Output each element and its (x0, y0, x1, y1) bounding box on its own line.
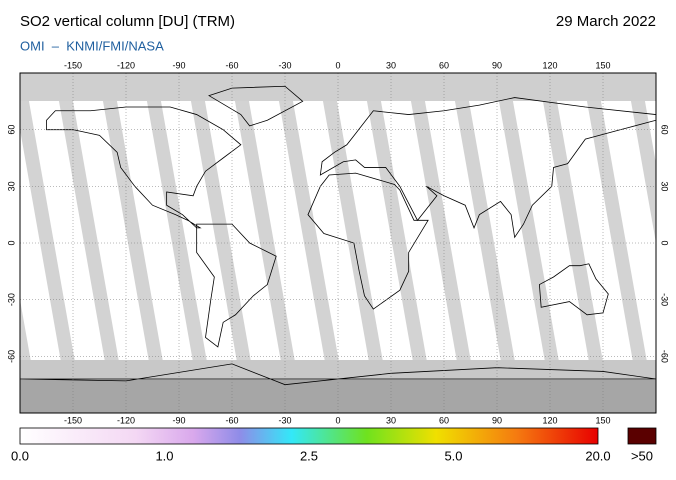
title: SO2 vertical column [DU] (TRM) (20, 13, 235, 30)
coastline (319, 97, 656, 239)
date: 29 March 2022 (556, 13, 656, 30)
lat-tick-label: 0 (660, 240, 670, 245)
lon-tick-label: -150 (64, 60, 82, 70)
lat-tick-label: 30 (660, 181, 670, 191)
lat-tick-label: 0 (6, 240, 16, 245)
antarctica (20, 380, 656, 413)
lat-tick-label: -60 (6, 350, 16, 363)
lon-tick-label: 120 (542, 415, 557, 425)
lon-tick-label: 120 (542, 60, 557, 70)
coastline (208, 85, 304, 127)
lon-tick-label: -150 (64, 415, 82, 425)
orbit-swath (288, 73, 378, 413)
colorbar-label: 2.5 (300, 448, 318, 463)
lat-tick-label: -30 (660, 293, 670, 306)
lon-tick-label: 60 (439, 60, 449, 70)
colorbar-overflow (627, 427, 657, 445)
lat-tick-label: -60 (660, 350, 670, 363)
coastline (196, 223, 277, 348)
lon-tick-label: 150 (595, 60, 610, 70)
lon-tick-label: 60 (439, 415, 449, 425)
lon-tick-label: 150 (595, 415, 610, 425)
lon-tick-label: 90 (492, 60, 502, 70)
map (20, 73, 656, 413)
colorbar-label: 1.0 (155, 448, 173, 463)
orbit-swath (156, 73, 246, 413)
orbit-swath (508, 73, 598, 413)
colorbar-label: 5.0 (444, 448, 462, 463)
colorbar-label: 20.0 (585, 448, 610, 463)
coastline (307, 172, 429, 310)
lon-tick-label: -90 (172, 60, 185, 70)
lon-tick-label: 90 (492, 415, 502, 425)
orbit-swath (420, 73, 510, 413)
lon-tick-label: -60 (225, 60, 238, 70)
lon-tick-label: -120 (117, 415, 135, 425)
colorbar (19, 427, 599, 445)
lon-tick-label: -30 (278, 415, 291, 425)
orbit-swath (244, 73, 334, 413)
lat-tick-label: -30 (6, 293, 16, 306)
arctic-gap (20, 73, 656, 101)
orbit-swath (376, 73, 466, 413)
lon-tick-label: -30 (278, 60, 291, 70)
lon-tick-label: -90 (172, 415, 185, 425)
lon-tick-label: 30 (386, 60, 396, 70)
coastline (538, 263, 609, 316)
orbit-swath (552, 73, 642, 413)
orbit-swath (20, 129, 70, 413)
lon-tick-label: 0 (335, 415, 340, 425)
orbit-swath (112, 73, 202, 413)
lon-tick-label: 0 (335, 60, 340, 70)
lon-tick-label: -60 (225, 415, 238, 425)
colorbar-overflow-label: >50 (631, 448, 653, 463)
source: OMI – KNMI/FMI/NASA (20, 38, 164, 53)
lat-tick-label: 30 (6, 181, 16, 191)
map-frame (19, 72, 657, 414)
lon-tick-label: -120 (117, 60, 135, 70)
lon-tick-label: 30 (386, 415, 396, 425)
colorbar-label: 0.0 (11, 448, 29, 463)
lat-tick-label: 60 (660, 125, 670, 135)
lat-tick-label: 60 (6, 125, 16, 135)
